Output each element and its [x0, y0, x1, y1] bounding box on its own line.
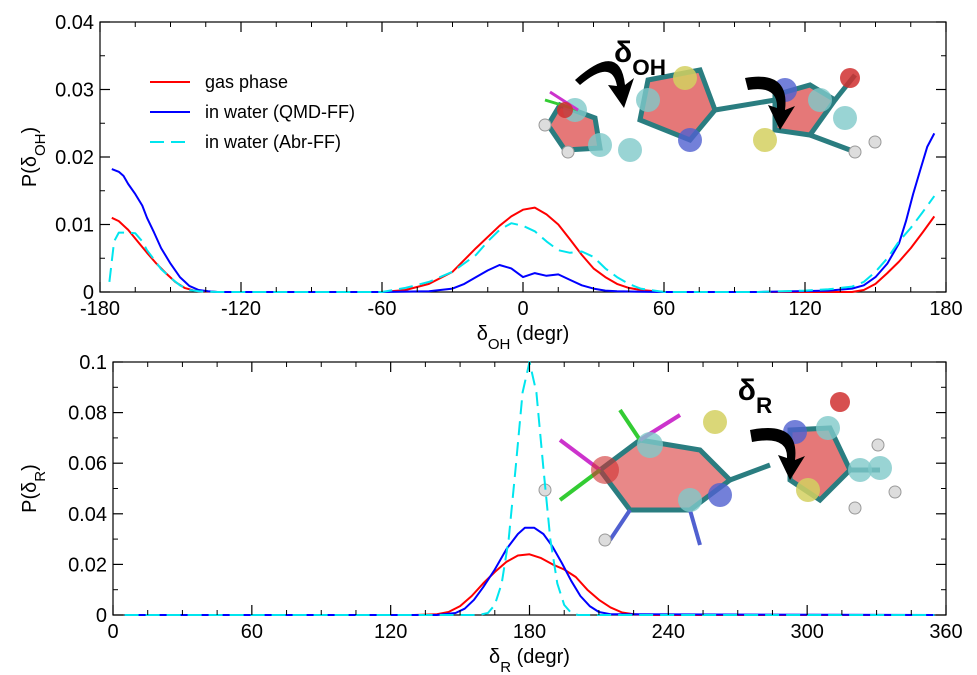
- y-tick-label: 0.08: [68, 403, 107, 425]
- molecule-r-illustration: [538, 392, 902, 547]
- y-tick-label: 0.06: [68, 453, 107, 475]
- x-tick-label: 120: [788, 298, 821, 320]
- x-tick-label: 0: [517, 298, 528, 320]
- molecule-label-text-oh: δOH: [614, 36, 666, 80]
- y-tick-label: 0.02: [55, 147, 94, 169]
- x-axis-label-r: δR (degr): [489, 646, 570, 675]
- series-line-gas-phase-oh: [111, 206, 936, 293]
- series-group-oh: [108, 132, 936, 293]
- plot-area-oh: [99, 21, 947, 293]
- x-tick-label: 240: [652, 621, 685, 643]
- molecule-oh-illustration: [538, 61, 882, 162]
- y-tick-label: 0.04: [68, 504, 107, 526]
- series-line-in-water-qmd-ff-r: [124, 526, 935, 616]
- x-tick-label: 60: [653, 298, 675, 320]
- series-line-in-water-qmd-ff-oh: [111, 132, 936, 293]
- series-line-in-water-abr-ff-oh: [108, 195, 936, 293]
- legend-label-in-water-abr-ff: in water (Abr-FF): [205, 132, 341, 152]
- series-line-gas-phase-r: [124, 553, 935, 616]
- y-tick-label: 0: [83, 282, 94, 304]
- x-tick-label: 0: [107, 621, 118, 643]
- x-tick-label: -60: [368, 298, 397, 320]
- ticks-oh: -180 -120 -60 0 60 120 180 0 0.01 0.02 0.03 0.04: [55, 12, 963, 320]
- molecule-label-oh: δOH: [614, 36, 666, 80]
- axis-labels-oh: δOH (degr) P(δOH): [19, 127, 569, 353]
- x-tick-label: 60: [241, 621, 263, 643]
- x-tick-label: 180: [929, 298, 962, 320]
- x-tick-label: 180: [513, 621, 546, 643]
- panel-r: δR 0 60 120 180 240 300 360 0 0.02 0.04 0.06 0.08 0.…: [19, 352, 963, 675]
- molecule-label-text-r: δR: [738, 374, 772, 418]
- y-tick-label: 0: [96, 605, 107, 627]
- y-tick-label: 0.03: [55, 80, 94, 102]
- molecule-label-r: δR: [738, 374, 772, 418]
- panel-oh: δOH -180 -120 -60 0 60 120 180 0 0.01 0.02 0.03 0.0…: [19, 12, 963, 353]
- y-tick-label: 0.01: [55, 215, 94, 237]
- x-tick-label: -180: [80, 298, 120, 320]
- x-tick-label: 360: [929, 621, 962, 643]
- legend-label-in-water-qmd-ff: in water (QMD-FF): [205, 102, 355, 122]
- legend-label-gas-phase: gas phase: [205, 72, 288, 92]
- y-tick-label: 0.1: [79, 352, 107, 374]
- x-tick-label: -120: [221, 298, 261, 320]
- axis-labels-r: δR (degr) P(δR): [19, 464, 570, 675]
- y-axis-label-r: P(δR): [19, 464, 49, 513]
- x-axis-label-oh: δOH (degr): [477, 323, 570, 353]
- ticks-r: 0 60 120 180 240 300 360 0 0.02 0.04 0.06 0.08 0.1: [68, 352, 963, 643]
- x-tick-label: 120: [374, 621, 407, 643]
- y-tick-label: 0.04: [55, 12, 94, 34]
- y-axis-label-oh: P(δOH): [19, 127, 49, 187]
- legend: gas phase in water (QMD-FF) in water (Abr-…: [150, 72, 355, 152]
- x-tick-label: 300: [790, 621, 823, 643]
- y-tick-label: 0.02: [68, 554, 107, 576]
